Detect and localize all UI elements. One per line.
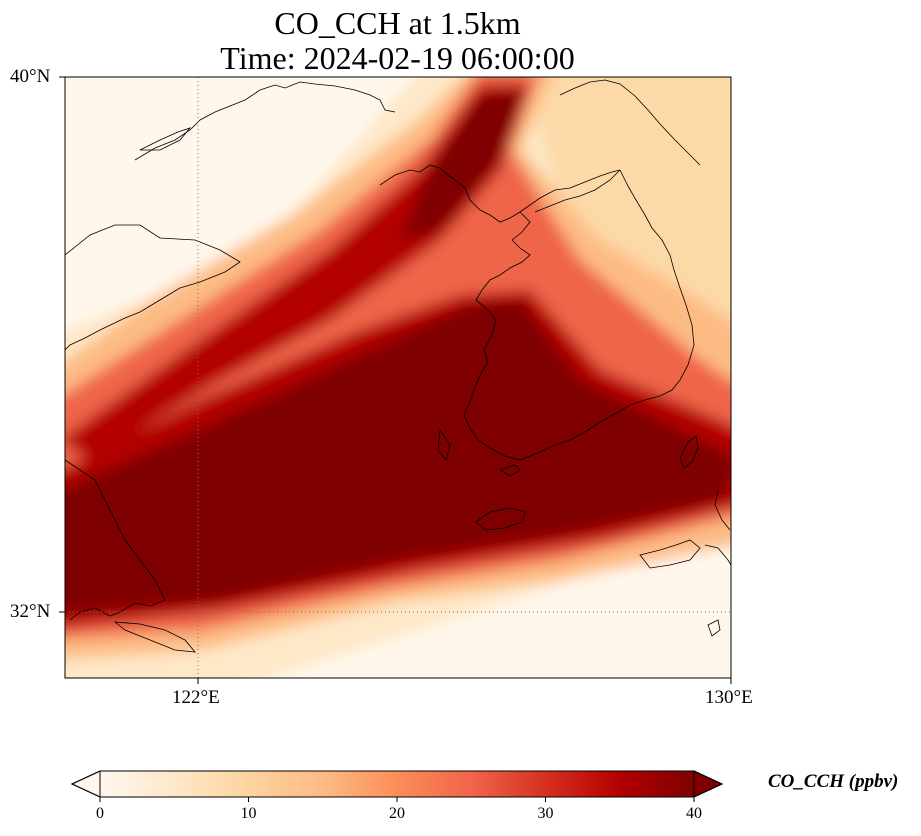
lat-tick-label: 40°N <box>10 66 51 87</box>
colorbar-tick-label: 20 <box>389 805 405 822</box>
colorbar-extend-min <box>70 770 101 798</box>
lon-tick-label: 130°E <box>705 687 753 708</box>
lat-tick-label: 32°N <box>10 601 51 622</box>
concentration-field <box>65 77 731 678</box>
gridlines <box>65 77 731 678</box>
map-title: CO_CCH at 1.5km <box>274 5 521 41</box>
map-time: Time: 2024-02-19 06:00:00 <box>220 40 575 76</box>
colorbar <box>70 770 724 802</box>
axis-ticks <box>59 76 732 684</box>
colorbar-tick-label: 0 <box>96 805 104 822</box>
colorbar-tick-label: 40 <box>686 805 702 822</box>
colorbar-extend-max <box>693 770 724 798</box>
colorbar-title: CO_CCH (ppbv) <box>768 771 899 792</box>
coastlines <box>65 79 731 653</box>
colorbar-tick-label: 30 <box>537 805 554 822</box>
colorbar-tick-label: 10 <box>240 805 257 822</box>
map-frame <box>64 76 732 679</box>
lon-tick-label: 122°E <box>172 687 220 708</box>
